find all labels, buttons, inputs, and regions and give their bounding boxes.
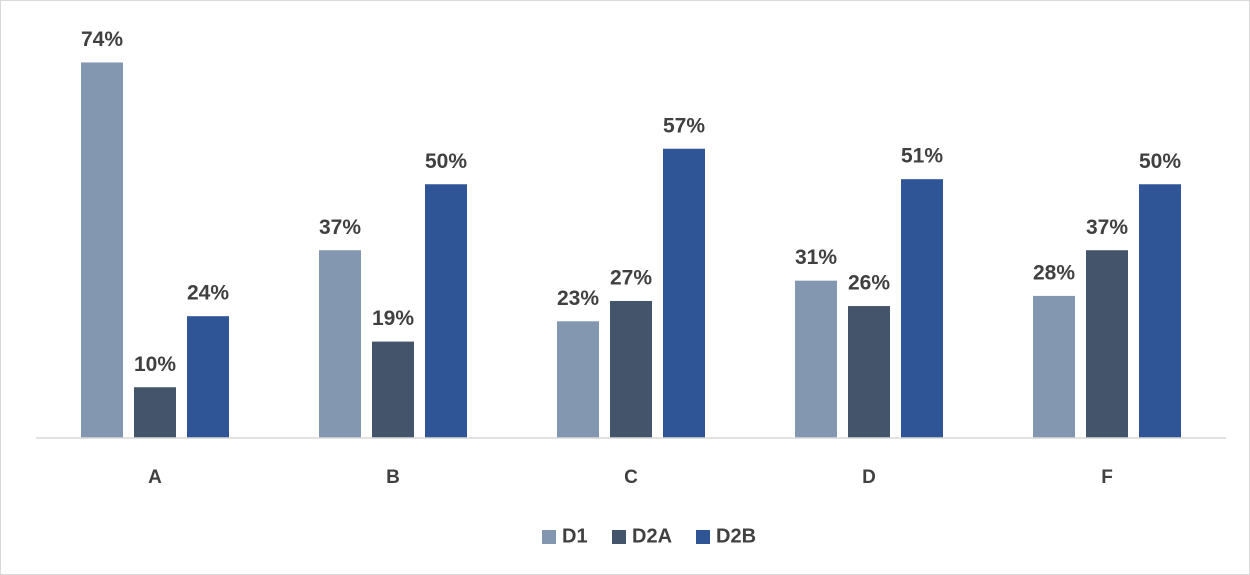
legend-swatch	[612, 530, 626, 544]
bar	[1033, 295, 1075, 438]
legend-label: D2B	[716, 525, 756, 547]
data-label: 51%	[901, 145, 943, 168]
data-label: 19%	[372, 307, 414, 330]
x-tick-label: A	[148, 467, 162, 488]
bar	[187, 316, 229, 438]
data-label: 10%	[134, 353, 176, 376]
data-label: 26%	[848, 272, 890, 295]
data-label: 50%	[1139, 150, 1181, 173]
bar	[134, 387, 176, 438]
data-label: 50%	[425, 150, 467, 173]
data-label: 57%	[663, 114, 705, 137]
data-label: 23%	[557, 287, 599, 310]
bar	[795, 280, 837, 438]
bar	[1139, 184, 1181, 438]
x-tick-label: C	[624, 467, 638, 488]
data-label: 31%	[795, 246, 837, 269]
bar	[1086, 250, 1128, 438]
legend-swatch	[696, 530, 710, 544]
bar	[663, 148, 705, 438]
data-label: 27%	[610, 267, 652, 290]
data-label: 37%	[319, 216, 361, 239]
bar	[81, 62, 123, 438]
legend-label: D1	[562, 525, 588, 547]
legend-label: D2A	[632, 525, 672, 547]
bar	[425, 184, 467, 438]
x-tick-label: B	[386, 467, 400, 488]
bar	[610, 300, 652, 438]
data-label: 37%	[1086, 216, 1128, 239]
bar	[372, 341, 414, 438]
bar	[319, 250, 361, 438]
bar	[557, 321, 599, 438]
data-label: 74%	[81, 28, 123, 51]
bar	[901, 179, 943, 439]
bar	[848, 306, 890, 438]
legend-swatch	[542, 530, 556, 544]
data-label: 28%	[1033, 261, 1075, 284]
data-label: 24%	[187, 282, 229, 305]
x-tick-label: F	[1101, 467, 1113, 488]
x-tick-label: D	[862, 467, 876, 488]
